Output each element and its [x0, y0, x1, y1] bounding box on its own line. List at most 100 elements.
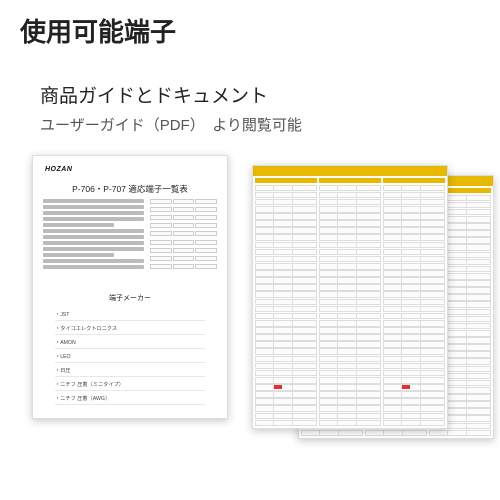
table-row: [319, 327, 381, 334]
table-row: [255, 263, 317, 270]
table-row: [255, 334, 317, 341]
table-row: [319, 313, 381, 320]
table-row: [255, 213, 317, 220]
table-row: [319, 413, 381, 420]
table-row: [319, 334, 381, 341]
text-line: [43, 229, 144, 233]
mini-cell: [150, 248, 172, 253]
table-row: [383, 291, 445, 298]
text-line: [43, 241, 144, 245]
mini-cell: [150, 264, 172, 269]
table-row: [319, 363, 381, 370]
table-row: [319, 213, 381, 220]
table-row: [255, 398, 317, 405]
column-header: [383, 178, 445, 183]
mini-cell: [150, 215, 172, 220]
table-row: [383, 356, 445, 363]
doc-page-2: [252, 165, 448, 429]
table-row: [255, 249, 317, 256]
maker-item: ・日圧: [55, 367, 205, 377]
doc-title: P-706・P-707 適応端子一覧表: [33, 183, 227, 195]
table-row: [383, 206, 445, 213]
table-row: [319, 398, 381, 405]
text-line: [43, 253, 114, 257]
mini-cell: [173, 223, 195, 228]
table-row: [383, 227, 445, 234]
table-row: [255, 185, 317, 192]
table-row: [383, 256, 445, 263]
table-row: [255, 341, 317, 348]
table-row: [255, 270, 317, 277]
table-row: [255, 384, 317, 391]
table-row: [255, 327, 317, 334]
table-row: [255, 320, 317, 327]
column-header: [255, 178, 317, 183]
doc-page-1: HOZAN P-706・P-707 適応端子一覧表 端子メーカー ・JST・タイ…: [32, 155, 228, 419]
doc-body: [33, 199, 227, 271]
table-row: [383, 377, 445, 384]
table-row: [383, 348, 445, 355]
table-row: [255, 242, 317, 249]
mini-cell: [173, 264, 195, 269]
table-row: [383, 384, 445, 391]
table-row: [319, 284, 381, 291]
table-row: [383, 284, 445, 291]
table-row: [383, 213, 445, 220]
table-row: [383, 185, 445, 192]
table-row: [319, 234, 381, 241]
table-row: [319, 270, 381, 277]
text-line: [43, 211, 144, 215]
table-row: [319, 291, 381, 298]
table-row: [319, 242, 381, 249]
text-line: [43, 247, 144, 251]
mini-cell: [150, 199, 172, 204]
table-row: [255, 234, 317, 241]
table-row: [383, 299, 445, 306]
table-row: [383, 405, 445, 412]
mini-cell: [195, 223, 217, 228]
table-row: [319, 370, 381, 377]
maker-item: ・LEO: [55, 353, 205, 363]
mini-cell: [150, 231, 172, 236]
table-row: [255, 356, 317, 363]
table-row: [319, 384, 381, 391]
maker-item: ・JST: [55, 311, 205, 321]
table-row: [383, 320, 445, 327]
maker-item: ・ニチフ 圧着（ミニタイプ）: [55, 381, 205, 391]
column-header: [319, 178, 381, 183]
table-column: [319, 178, 381, 426]
mini-cell: [150, 256, 172, 261]
section-caption: ユーザーガイド（PDF） より閲覧可能: [40, 114, 500, 135]
table-row: [365, 430, 427, 437]
mini-cell: [195, 256, 217, 261]
table-row: [255, 363, 317, 370]
mini-cell: [173, 256, 195, 261]
table-row: [319, 377, 381, 384]
table-row: [255, 192, 317, 199]
documents-preview: HOZAN P-706・P-707 適応端子一覧表 端子メーカー ・JST・タイ…: [0, 153, 500, 473]
text-line: [43, 199, 144, 203]
mini-cell: [173, 231, 195, 236]
highlight-mark: [274, 385, 282, 389]
table-row: [255, 284, 317, 291]
mini-cell: [150, 223, 172, 228]
mini-cell: [195, 199, 217, 204]
mini-cell: [195, 248, 217, 253]
text-line: [43, 265, 144, 269]
table-row: [383, 420, 445, 427]
table-row: [383, 192, 445, 199]
table-row: [383, 370, 445, 377]
makers-heading: 端子メーカー: [33, 293, 227, 303]
table-row: [383, 249, 445, 256]
text-line: [43, 223, 114, 227]
makers-list: ・JST・タイコエレクトロニクス・AMON・LEO・日圧・ニチフ 圧着（ミニタイ…: [33, 311, 227, 405]
table-row: [319, 249, 381, 256]
table-row: [255, 256, 317, 263]
table-row: [319, 206, 381, 213]
table-row: [383, 242, 445, 249]
maker-item: ・ニチフ 圧着（AWG）: [55, 395, 205, 405]
table-row: [383, 306, 445, 313]
table-row: [319, 320, 381, 327]
table-row: [383, 327, 445, 334]
table-row: [255, 291, 317, 298]
